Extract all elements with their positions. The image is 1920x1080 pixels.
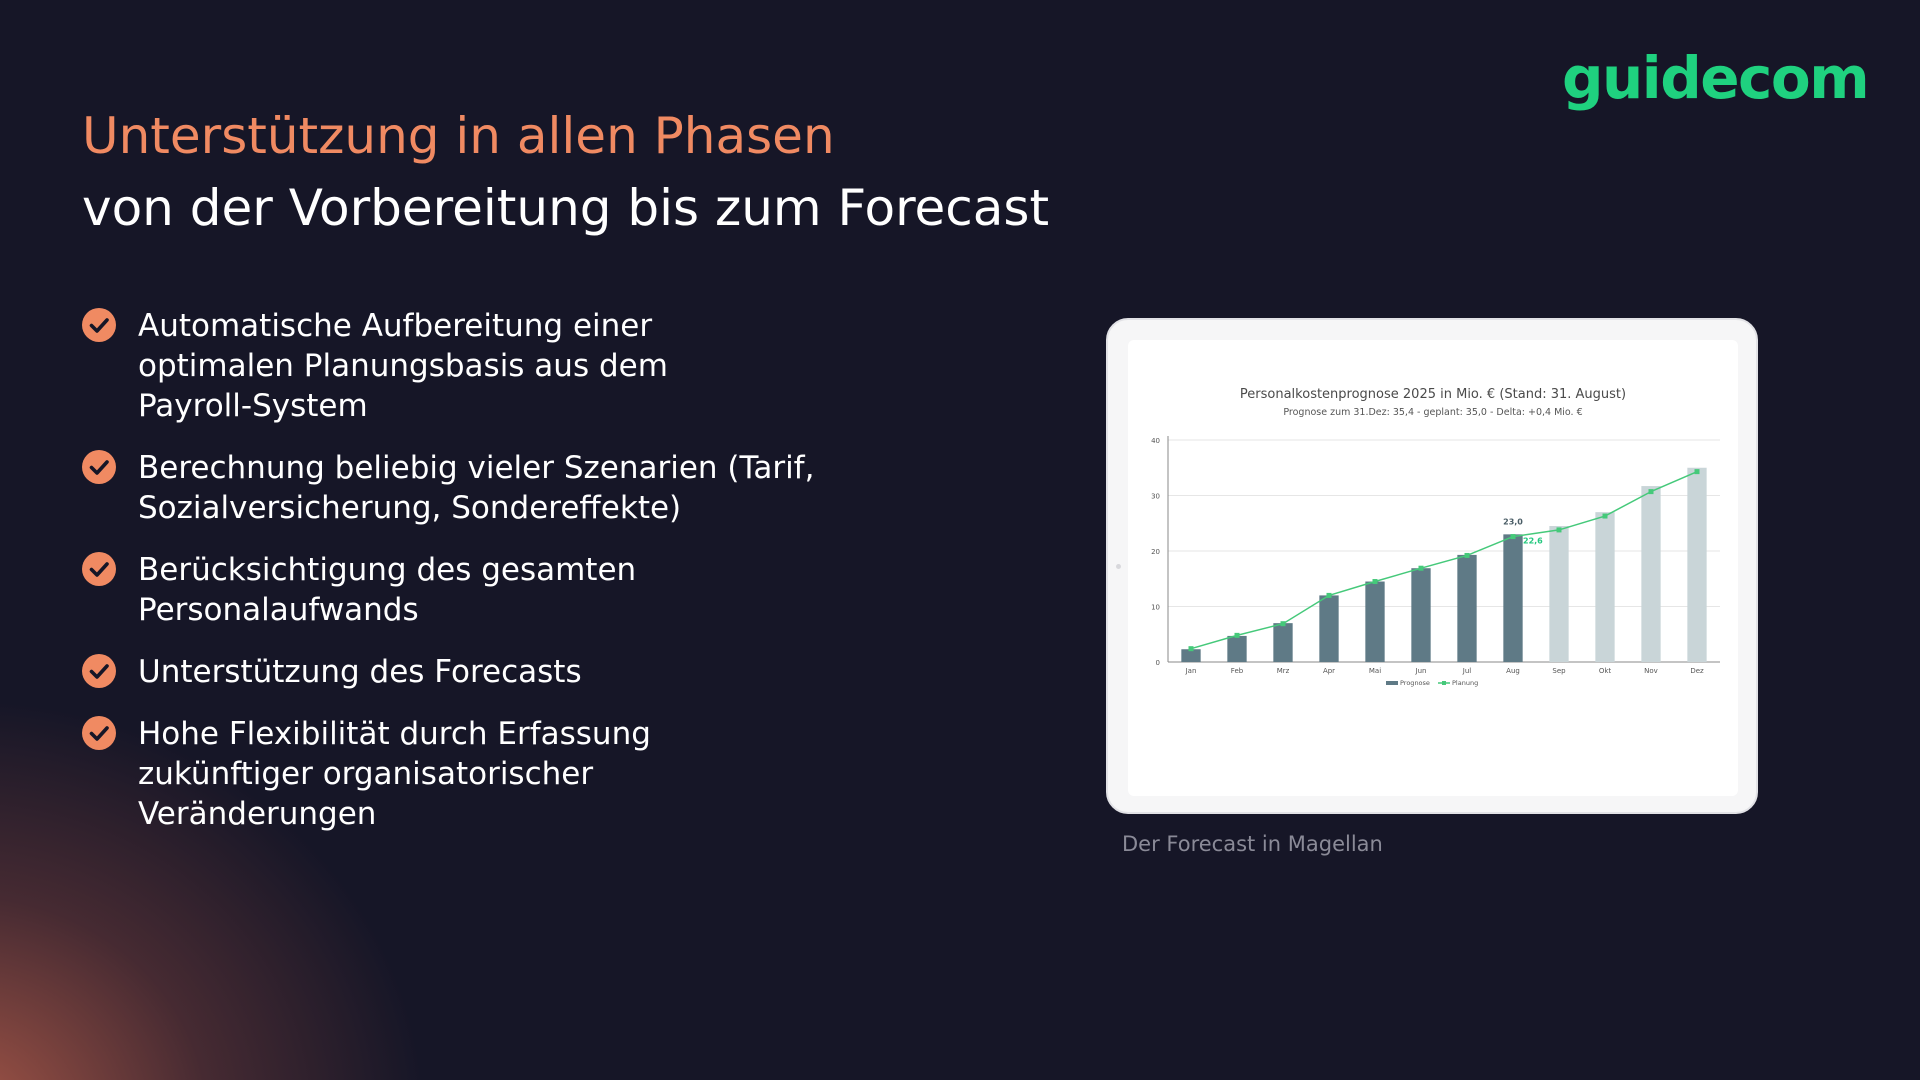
- x-tick-label: Dez: [1690, 667, 1704, 675]
- planung-point: [1648, 489, 1654, 495]
- y-tick-label: 10: [1151, 604, 1160, 612]
- bar-feb: [1227, 635, 1247, 662]
- check-circle-icon: [82, 654, 116, 688]
- feature-text: Berechnung beliebig vieler Szenarien (Ta…: [138, 450, 815, 526]
- x-tick-label: Jun: [1415, 667, 1427, 675]
- feature-list: Automatische Aufbereitung einer optimale…: [82, 306, 842, 856]
- x-tick-label: Jul: [1462, 667, 1472, 675]
- data-label: 22,6: [1523, 537, 1543, 546]
- y-tick-label: 0: [1156, 659, 1160, 667]
- chart-legend: Prognose Planung: [1386, 679, 1478, 687]
- bar-apr: [1319, 595, 1339, 662]
- legend-label-prognose: Prognose: [1400, 679, 1430, 687]
- x-tick-label: Nov: [1644, 667, 1658, 675]
- x-tick-label: Jan: [1185, 667, 1197, 675]
- camera-dot: [1116, 564, 1121, 569]
- data-labels: 23,0 22,6: [1503, 517, 1543, 545]
- image-caption: Der Forecast in Magellan: [1122, 832, 1383, 856]
- check-circle-icon: [82, 450, 116, 484]
- legend-swatch-prognose: [1386, 681, 1398, 685]
- planung-point: [1556, 527, 1562, 533]
- axes: 0 10 20 30 40 Jan Feb Mrz Apr Mai Jun Jul Aug Sep Okt N…: [1151, 436, 1720, 675]
- guidecom-logo: guidecom: [1562, 44, 1870, 112]
- x-tick-label: Aug: [1506, 667, 1520, 675]
- planung-point: [1280, 621, 1286, 627]
- x-tick-label: Apr: [1323, 667, 1335, 675]
- x-tick-label: Feb: [1231, 667, 1244, 675]
- feature-item: Berechnung beliebig vieler Szenarien (Ta…: [82, 448, 842, 528]
- bar-okt: [1595, 512, 1615, 662]
- bar-jun: [1411, 568, 1431, 662]
- bar-jul: [1457, 554, 1477, 662]
- y-tick-label: 30: [1151, 493, 1160, 501]
- planung-point: [1372, 579, 1378, 585]
- slide-subtitle: von der Vorbereitung bis zum Forecast: [82, 179, 1050, 237]
- planung-series-line: [1190, 470, 1698, 650]
- feature-text: Berücksichtigung des gesamten Personalau…: [138, 552, 637, 628]
- feature-text: Automatische Aufbereitung einer optimale…: [138, 308, 668, 424]
- x-tick-label: Sep: [1552, 667, 1566, 675]
- bar-sep: [1549, 526, 1569, 662]
- x-tick-label: Mrz: [1277, 667, 1290, 675]
- check-circle-icon: [82, 308, 116, 342]
- legend-label-planung: Planung: [1452, 679, 1478, 687]
- x-tick-label: Mai: [1369, 667, 1381, 675]
- feature-item: Unterstützung des Forecasts: [82, 652, 842, 692]
- bar-dez: [1687, 467, 1707, 662]
- planung-point: [1418, 565, 1424, 571]
- planung-point: [1510, 534, 1516, 540]
- bar-jan: [1181, 649, 1201, 662]
- planung-point: [1234, 632, 1240, 638]
- bar-mrz: [1273, 623, 1293, 662]
- planung-line: [1188, 469, 1700, 652]
- slide-title: Unterstützung in allen Phasen: [82, 107, 835, 165]
- bar-nov: [1641, 486, 1661, 662]
- check-circle-icon: [82, 552, 116, 586]
- feature-item: Hohe Flexibilität durch Erfassung zukünf…: [82, 714, 842, 834]
- feature-item: Berücksichtigung des gesamten Personalau…: [82, 550, 842, 630]
- bar-aug: [1503, 534, 1523, 662]
- bar-mai: [1365, 581, 1385, 662]
- y-tick-label: 20: [1151, 548, 1160, 556]
- data-label: 23,0: [1503, 517, 1523, 526]
- check-circle-icon: [82, 716, 116, 750]
- gridlines: [1168, 439, 1720, 607]
- chart-subtitle: Prognose zum 31.Dez: 35,4 - geplant: 35,…: [1283, 407, 1582, 418]
- feature-text: Hohe Flexibilität durch Erfassung zukünf…: [138, 716, 651, 832]
- planung-point: [1694, 469, 1700, 475]
- feature-text: Unterstützung des Forecasts: [138, 654, 582, 690]
- chart-title: Personalkostenprognose 2025 in Mio. € (S…: [1240, 387, 1626, 402]
- planung-point: [1602, 513, 1608, 519]
- planung-point: [1464, 552, 1470, 558]
- tablet-screen: Personalkostenprognose 2025 in Mio. € (S…: [1128, 340, 1738, 796]
- bars: [1181, 467, 1707, 662]
- tablet-frame: Personalkostenprognose 2025 in Mio. € (S…: [1106, 318, 1758, 814]
- forecast-chart: Personalkostenprognose 2025 in Mio. € (S…: [1151, 387, 1720, 687]
- legend-marker-planung: [1442, 681, 1446, 685]
- x-tick-label: Okt: [1599, 667, 1612, 675]
- y-tick-label: 40: [1151, 437, 1160, 445]
- planung-point: [1188, 646, 1194, 652]
- planung-point: [1326, 592, 1332, 598]
- feature-item: Automatische Aufbereitung einer optimale…: [82, 306, 842, 426]
